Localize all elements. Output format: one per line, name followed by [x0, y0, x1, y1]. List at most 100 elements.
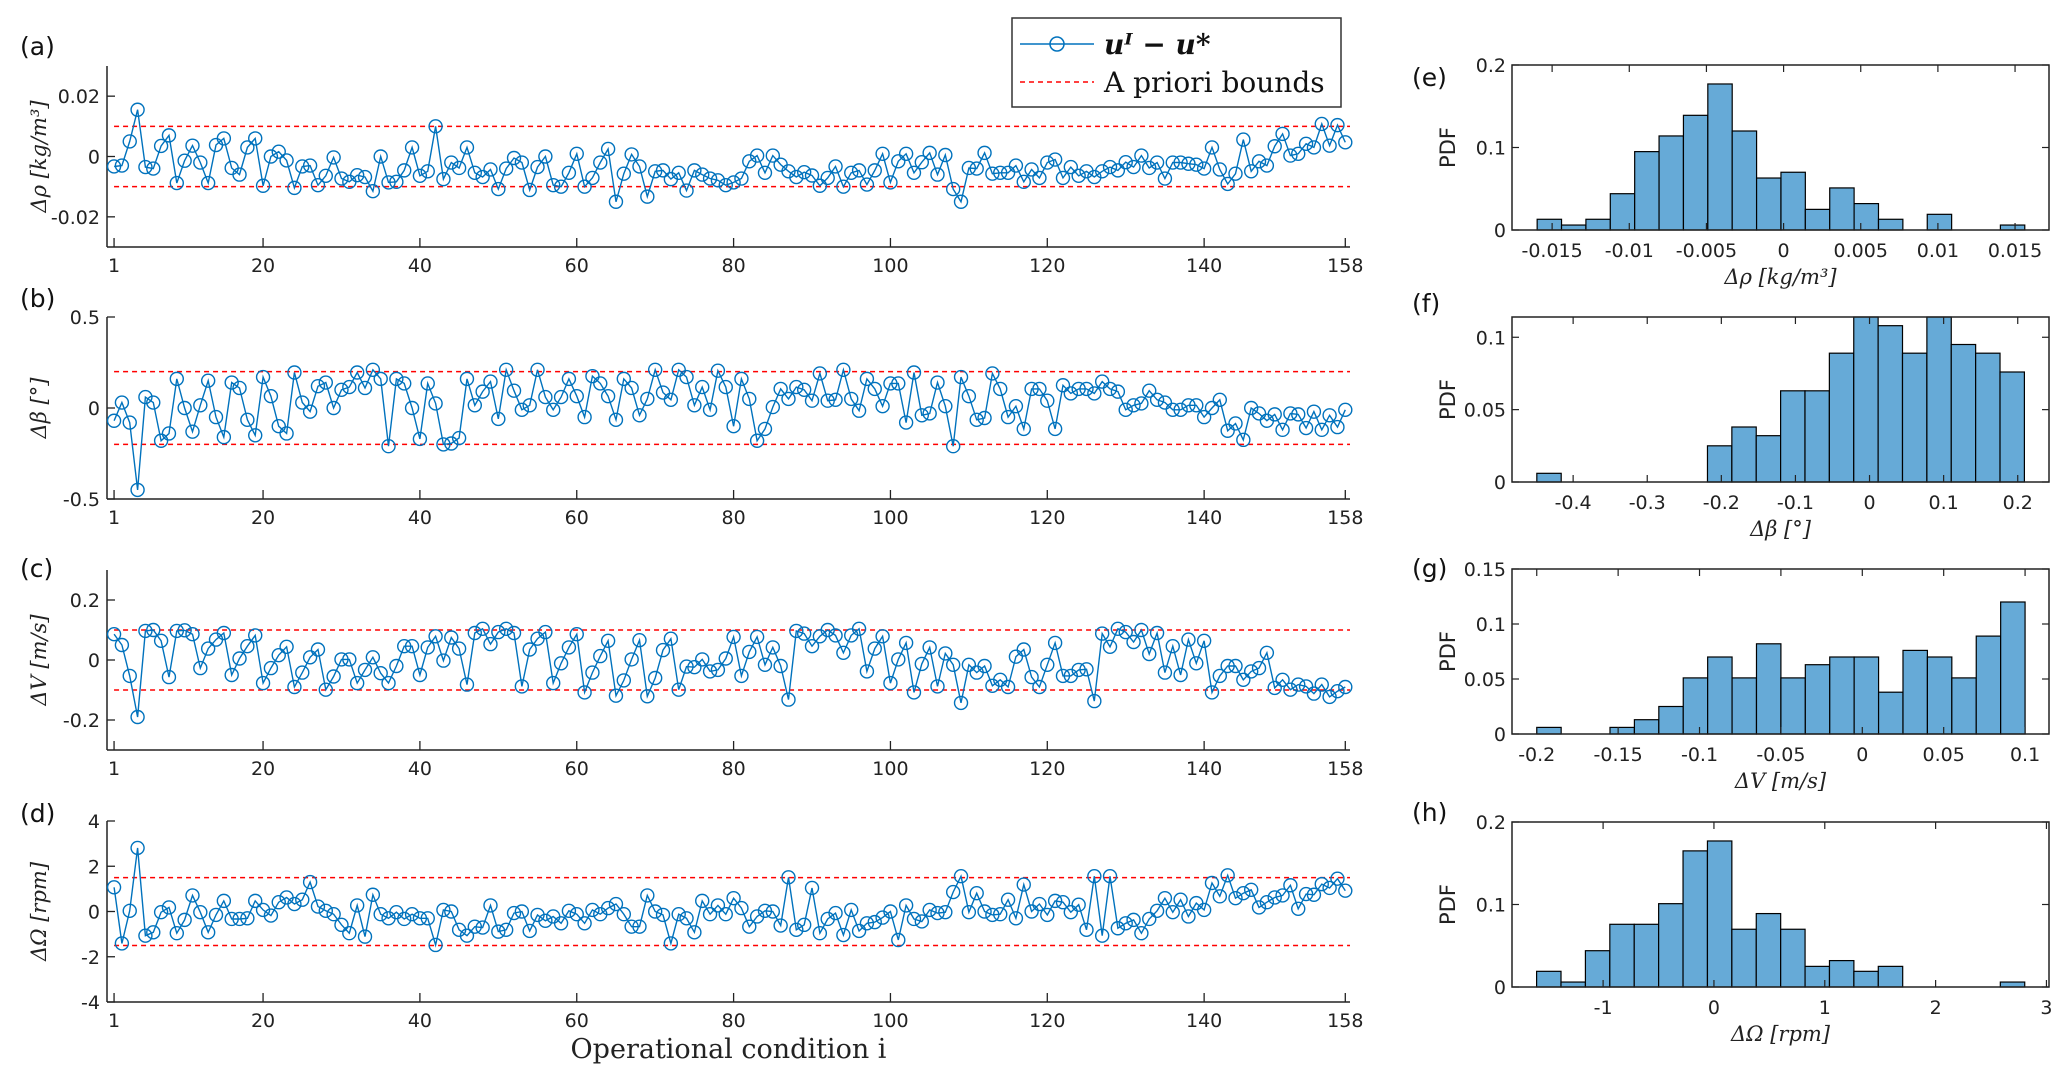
data-point [428, 937, 443, 953]
data-point [765, 148, 781, 163]
data-point [295, 892, 310, 907]
x-tick-label: 60 [565, 255, 589, 277]
x-tick-label: 100 [872, 255, 908, 277]
data-point [546, 177, 561, 193]
data-point [1063, 386, 1079, 401]
data-point [1008, 398, 1024, 414]
data-point [726, 890, 741, 906]
data-point [898, 146, 914, 161]
histogram-bar [1829, 187, 1855, 231]
data-point [263, 149, 279, 164]
histogram-bar [1780, 171, 1806, 231]
data-point [616, 673, 632, 688]
data-point [326, 907, 341, 922]
data-point [459, 140, 475, 155]
data-point [1291, 901, 1306, 916]
data-point [961, 904, 977, 920]
data-point [1071, 168, 1086, 184]
histogram-bar [1828, 352, 1855, 483]
data-point [742, 919, 757, 934]
data-point [146, 395, 161, 410]
data-point [1204, 875, 1220, 891]
data-point [1008, 649, 1024, 664]
data-point [451, 430, 467, 446]
data-point [1000, 892, 1016, 907]
data-point [1236, 672, 1251, 687]
histogram-bar [1755, 912, 1782, 988]
histogram-bar [1706, 445, 1733, 483]
data-point [647, 904, 663, 919]
data-point [1251, 900, 1267, 915]
x-tick-label: 40 [408, 758, 432, 780]
data-point [789, 922, 804, 938]
data-point [310, 378, 326, 394]
data-point [867, 641, 882, 656]
data-point [640, 888, 655, 903]
data-point [914, 914, 930, 929]
data-point [263, 388, 279, 404]
data-point [459, 677, 475, 692]
data-point [459, 371, 475, 387]
data-point [1134, 396, 1149, 411]
x-tick-label: 140 [1186, 507, 1222, 529]
data-point [397, 376, 412, 391]
histogram-bar [1877, 691, 1904, 735]
data-point [828, 905, 843, 921]
data-point [757, 657, 773, 672]
data-point [342, 379, 357, 395]
data-point [930, 167, 945, 182]
data-point [836, 645, 851, 660]
data-point [310, 642, 326, 657]
data-point [898, 635, 914, 651]
data-point [1165, 402, 1180, 418]
data-point [1118, 624, 1133, 640]
data-point [138, 389, 153, 405]
data-point [1228, 166, 1243, 181]
data-point [428, 119, 443, 134]
histogram-bar [1706, 840, 1733, 988]
y-tick-label: -0.2 [63, 710, 100, 732]
data-point [1055, 170, 1071, 186]
data-point [796, 164, 812, 180]
data-point [749, 148, 765, 163]
histogram-bar [1731, 677, 1758, 735]
data-point [679, 911, 694, 926]
data-point [342, 926, 357, 941]
histogram-bar [1658, 705, 1684, 735]
data-point [255, 369, 271, 385]
data-point [483, 374, 498, 389]
data-point [302, 404, 318, 419]
histogram-bar [1951, 677, 1977, 735]
data-point [969, 412, 984, 428]
data-point [1094, 164, 1110, 179]
data-point [1142, 646, 1157, 662]
data-point [1149, 625, 1165, 641]
data-point [1306, 887, 1322, 902]
data-point [1267, 680, 1282, 696]
data-point [726, 629, 741, 645]
data-point [577, 685, 592, 700]
data-point [608, 412, 624, 428]
data-point [569, 907, 584, 922]
data-point [506, 383, 522, 398]
x-tick-label: 1 [108, 255, 120, 277]
data-point [883, 904, 898, 919]
data-point [1110, 384, 1126, 399]
data-point [749, 629, 765, 645]
histogram-bar [1780, 928, 1806, 988]
data-point [789, 379, 804, 395]
data-point [836, 362, 851, 377]
data-point [1126, 634, 1141, 650]
data-point [624, 380, 639, 396]
data-point [467, 165, 483, 180]
data-point [585, 170, 600, 186]
data-point [647, 164, 663, 179]
data-point [1338, 402, 1353, 418]
data-point [875, 398, 890, 414]
data-point [146, 925, 161, 940]
data-point [404, 639, 420, 654]
data-point [985, 907, 1000, 923]
panel-label: (h) [1412, 798, 1447, 827]
x-tick-label: 20 [251, 255, 275, 277]
data-point [342, 652, 357, 667]
